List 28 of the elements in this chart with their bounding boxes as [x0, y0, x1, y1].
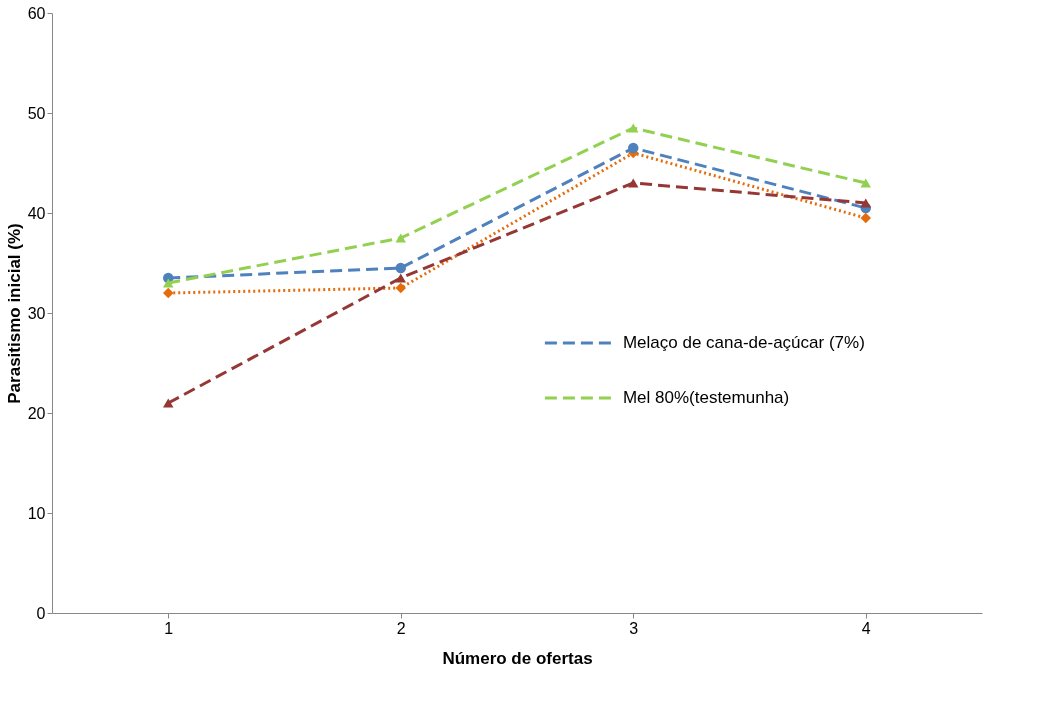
point: [860, 198, 871, 208]
point: [628, 142, 639, 154]
x-tick-label: 1: [164, 619, 174, 637]
y-tick-label: 0: [36, 604, 46, 622]
legend-label: Mel 80%(testemunha): [622, 388, 790, 407]
y-tick-label: 30: [27, 304, 46, 322]
x-tick-label: 3: [629, 619, 639, 637]
point: [395, 282, 406, 294]
x-tick-label: 4: [861, 619, 871, 637]
point: [860, 212, 871, 224]
y-tick-label: 10: [27, 504, 46, 522]
x-tick-label: 2: [396, 619, 406, 637]
point: [395, 262, 406, 274]
y-tick-label: 60: [27, 4, 46, 22]
point: [628, 123, 639, 133]
point: [163, 287, 174, 299]
point: [163, 398, 174, 408]
y-tick-label: 40: [27, 204, 46, 222]
x-axis-title: Número de ofertas: [442, 648, 593, 668]
y-tick-label: 20: [27, 404, 46, 422]
y-axis-title: Parasitismo inicial (%): [4, 223, 24, 404]
point: [860, 178, 871, 188]
y-tick-label: 50: [27, 104, 46, 122]
point: [395, 233, 406, 243]
legend-label: Melaço de cana-de-açúcar (7%): [622, 333, 865, 352]
point: [163, 278, 174, 288]
point: [628, 178, 639, 188]
point: [395, 273, 406, 283]
